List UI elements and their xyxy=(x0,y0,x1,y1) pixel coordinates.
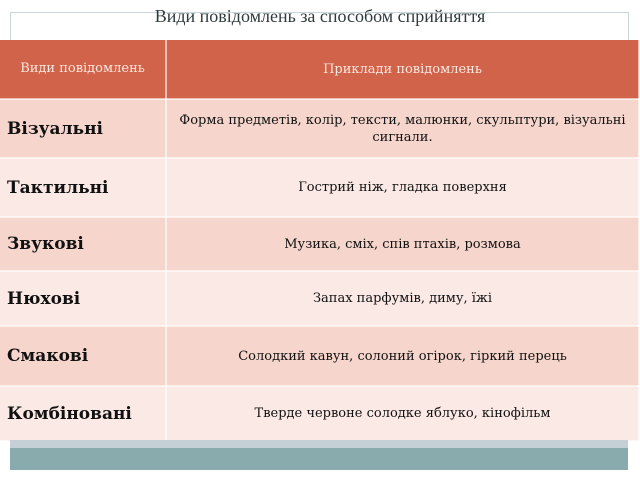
row-examples: Запах парфумів, диму, їжі xyxy=(166,271,640,327)
row-type: Комбіновані xyxy=(0,386,167,442)
table-header-row: Види повідомлень Приклади повідомлень xyxy=(0,40,640,100)
row-type: Смакові xyxy=(0,326,167,387)
table-row: Комбіновані Тверде червоне солодке яблук… xyxy=(0,386,640,442)
table-row: Нюхові Запах парфумів, диму, їжі xyxy=(0,271,640,327)
row-examples: Тверде червоне солодке яблуко, кінофільм xyxy=(166,386,640,442)
header-examples: Приклади повідомлень xyxy=(166,40,640,100)
row-type: Тактильні xyxy=(0,158,167,218)
message-types-table: Види повідомлень Приклади повідомлень Ві… xyxy=(0,40,640,442)
footer-light-bar xyxy=(10,440,628,448)
row-type: Звукові xyxy=(0,217,167,272)
row-examples: Форма предметів, колір, тексти, малюнки,… xyxy=(166,99,640,159)
title-frame xyxy=(10,12,629,53)
row-type: Нюхові xyxy=(0,271,167,327)
row-type: Візуальні xyxy=(0,99,167,159)
slide-title: Види повідомлень за способом сприйняття xyxy=(154,6,486,26)
footer-teal-bar xyxy=(10,448,628,470)
row-examples: Солодкий кавун, солоний огірок, гіркий п… xyxy=(166,326,640,387)
table-row: Смакові Солодкий кавун, солоний огірок, … xyxy=(0,326,640,387)
row-examples: Гострий ніж, гладка поверхня xyxy=(166,158,640,218)
header-types: Види повідомлень xyxy=(0,40,167,100)
row-examples: Музика, сміх, спів птахів, розмова xyxy=(166,217,640,272)
table-row: Тактильні Гострий ніж, гладка поверхня xyxy=(0,158,640,218)
table-row: Звукові Музика, сміх, спів птахів, розмо… xyxy=(0,217,640,272)
table-row: Візуальні Форма предметів, колір, тексти… xyxy=(0,99,640,159)
